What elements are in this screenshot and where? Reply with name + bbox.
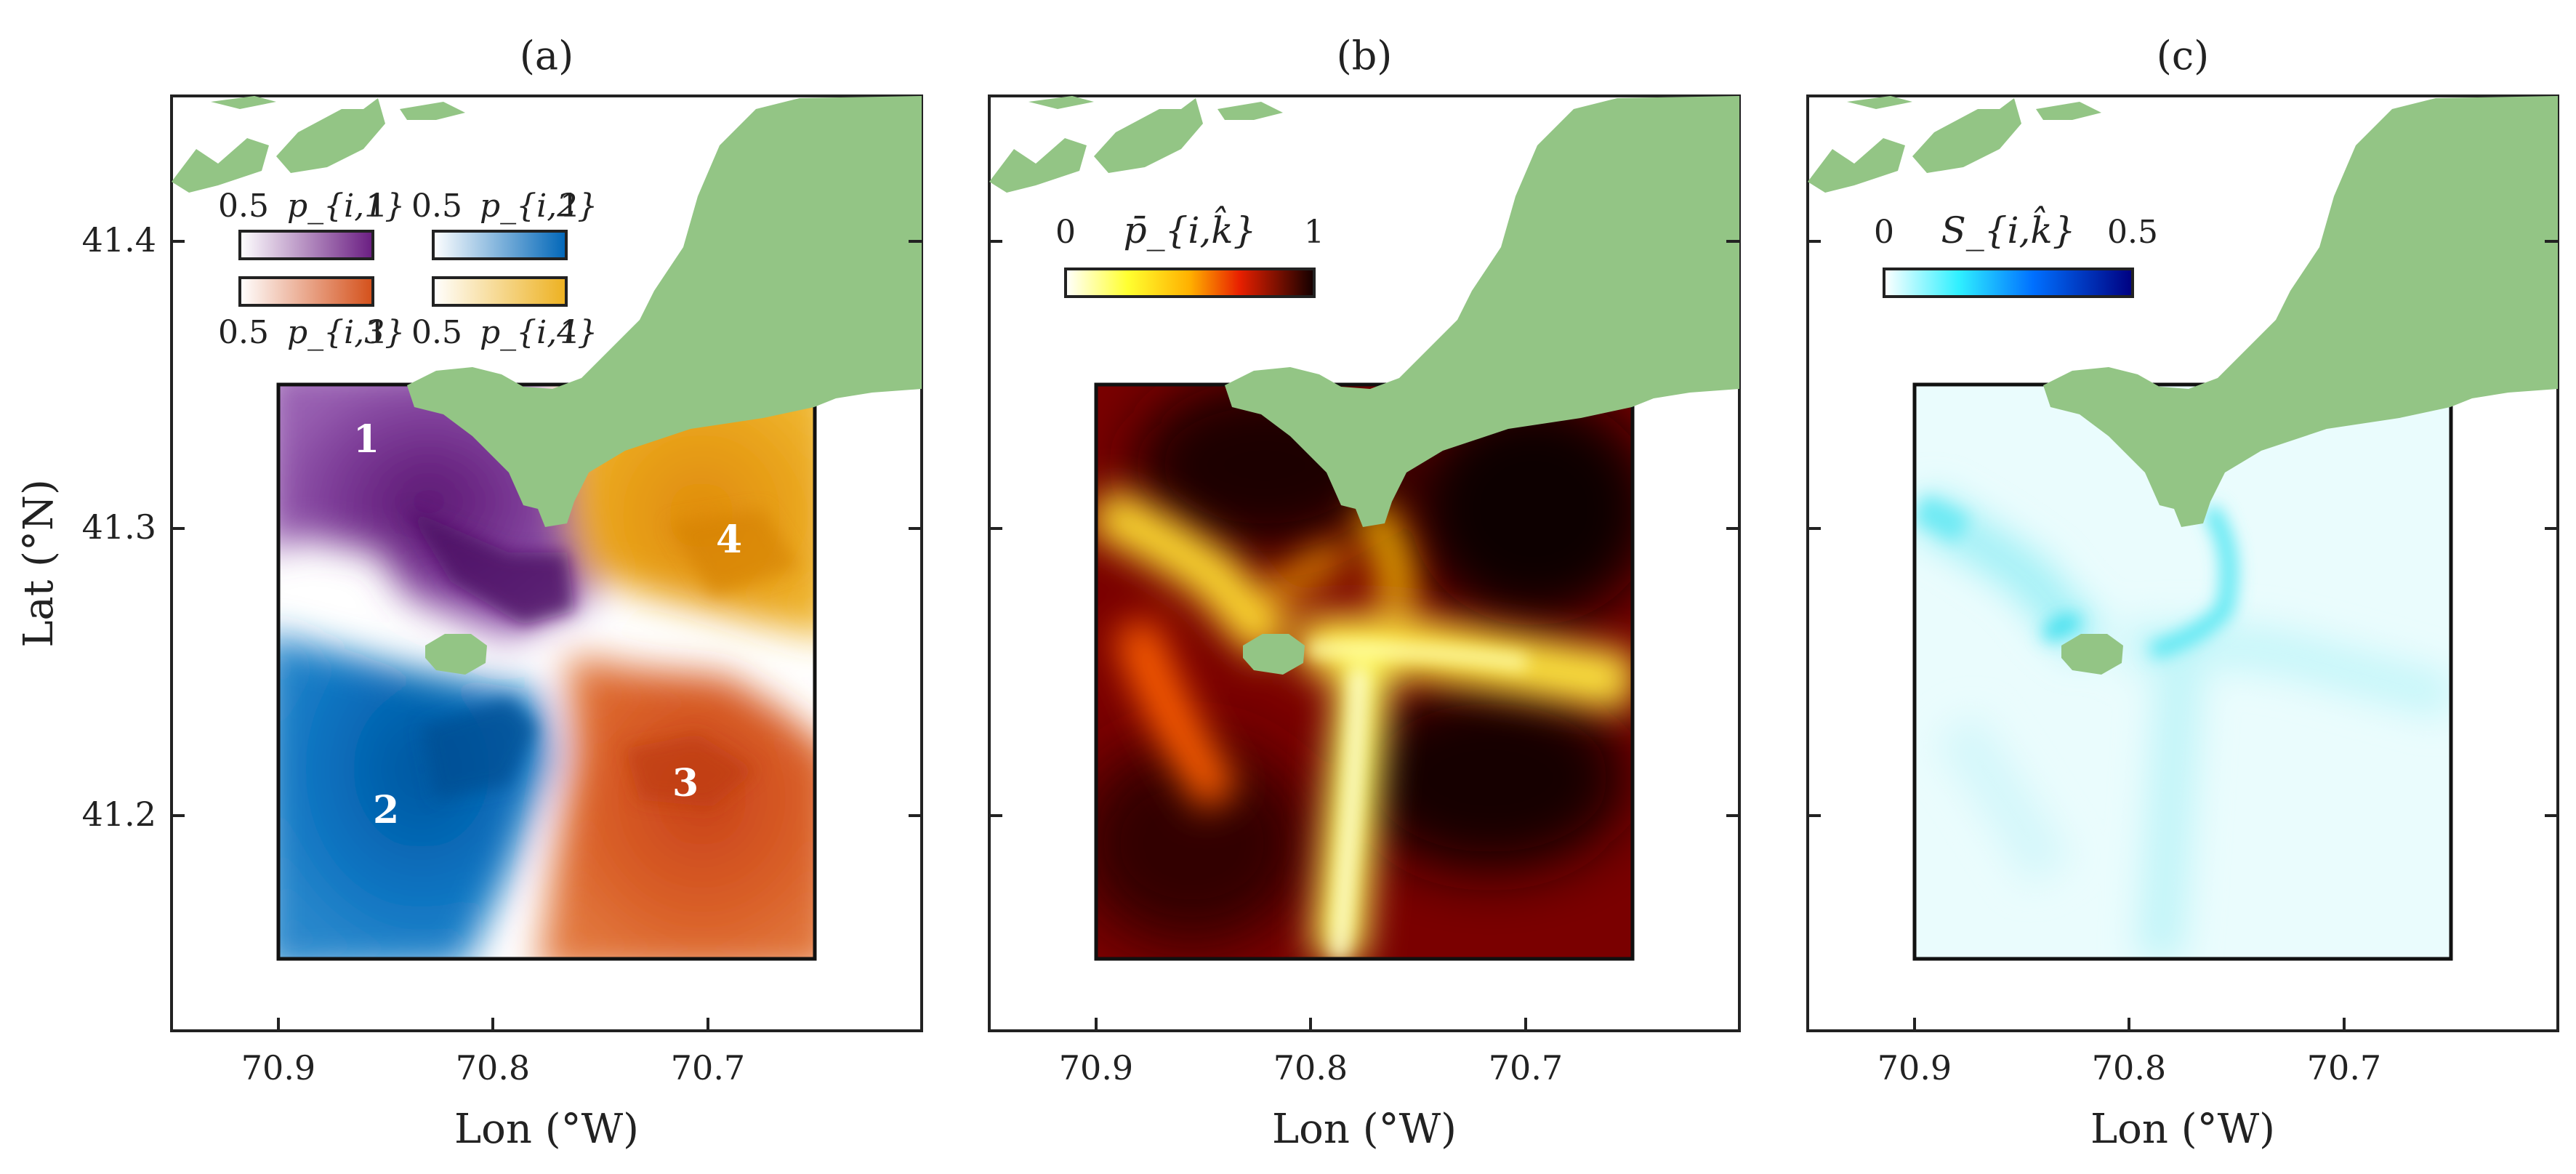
panel-b-island bbox=[1243, 634, 1305, 675]
panel-c-xtick-1: 70.8 bbox=[2092, 1048, 2166, 1087]
panel-b-land bbox=[989, 96, 1739, 675]
colorbar-p3-min: 0.5 bbox=[218, 314, 269, 351]
colorbar-p1-symbol: p_{i,1} bbox=[287, 188, 405, 225]
colorbar-p1 bbox=[238, 230, 374, 260]
colorbar-p3-symbol: p_{i,3} bbox=[287, 314, 405, 351]
panel-b-title: (b) bbox=[1337, 33, 1393, 79]
panel-a-region-labels: 1 2 3 4 bbox=[353, 417, 742, 832]
panel-b-xlabel: Lon (°W) bbox=[1272, 1106, 1457, 1153]
panel-a-title: (a) bbox=[520, 33, 573, 79]
panel-c-xlabel: Lon (°W) bbox=[2090, 1106, 2275, 1153]
colorbar-p2 bbox=[432, 230, 568, 260]
panel-c-title: (c) bbox=[2157, 33, 2209, 79]
panel-b-xtick-2: 70.7 bbox=[1489, 1048, 1563, 1087]
panel-c-colorbar-max: 0.5 bbox=[2107, 214, 2158, 251]
panel-a-ticks bbox=[172, 240, 922, 1031]
panel-a-xtick-0: 70.9 bbox=[241, 1048, 315, 1087]
region-label-1: 1 bbox=[353, 417, 379, 462]
panel-c-colorbar-symbol: S_{i,k̂} bbox=[1941, 205, 2075, 252]
panel-a-domain-box bbox=[276, 382, 817, 961]
region-label-2: 2 bbox=[373, 788, 399, 832]
panel-b-xtick-1: 70.8 bbox=[1273, 1048, 1348, 1087]
colorbar-p2-symbol: p_{i,2} bbox=[480, 188, 597, 225]
colorbar-p1-max: 1 bbox=[367, 188, 387, 225]
panel-a-xlabel: Lon (°W) bbox=[454, 1106, 639, 1153]
colorbar-p3 bbox=[238, 276, 374, 307]
colorbar-p4-min: 0.5 bbox=[411, 314, 462, 351]
panel-a: 0.5 p_{i,1} 1 0.5 p_{i,2} 1 0.5 p_{i,3} … bbox=[15, 33, 923, 1153]
panel-b-colorbar-symbol: p̄_{i,k̂} bbox=[1124, 205, 1257, 252]
colorbar-p2-max: 1 bbox=[560, 188, 580, 225]
panel-a-xtick-1: 70.8 bbox=[456, 1048, 530, 1087]
panel-a-land bbox=[172, 96, 922, 675]
panel-a-colorbars: 0.5 p_{i,1} 1 0.5 p_{i,2} 1 0.5 p_{i,3} … bbox=[218, 188, 597, 351]
panel-c-domain-box bbox=[1912, 382, 2453, 961]
panel-b-domain-box bbox=[1094, 382, 1635, 961]
panel-c-colorbar bbox=[1883, 268, 2134, 298]
panel-b-colorbar bbox=[1064, 268, 1316, 298]
panel-a-island bbox=[425, 634, 487, 675]
panel-c-xtick-2: 70.7 bbox=[2307, 1048, 2381, 1087]
panel-a-ylabel: Lat (°N) bbox=[15, 479, 63, 648]
region-label-3: 3 bbox=[672, 761, 699, 805]
panel-b-colorbar-min: 0 bbox=[1055, 214, 1076, 251]
panel-b: 0 p̄_{i,k̂} 1 70.9 70.8 70.7 (b) Lon (°W… bbox=[988, 33, 1741, 1153]
colorbar-p3-max: 1 bbox=[367, 314, 387, 351]
region-label-4: 4 bbox=[716, 518, 742, 562]
panel-c: 0 S_{i,k̂} 0.5 70.9 70.8 70.7 (c) Lon (°… bbox=[1806, 33, 2559, 1153]
colorbar-p4-max: 1 bbox=[560, 314, 580, 351]
panel-c-island bbox=[2061, 634, 2123, 675]
region-3-fill bbox=[540, 654, 815, 959]
colorbar-p4-symbol: p_{i,4} bbox=[480, 314, 597, 351]
panel-c-land bbox=[1808, 96, 2558, 675]
panel-c-colorbar-min: 0 bbox=[1874, 214, 1894, 251]
panel-c-ticks bbox=[1808, 240, 2558, 1031]
panel-c-xtick-0: 70.9 bbox=[1877, 1048, 1952, 1087]
colorbar-p1-min: 0.5 bbox=[218, 188, 269, 225]
panel-b-xtick-0: 70.9 bbox=[1059, 1048, 1133, 1087]
panel-a-ytick-0: 41.2 bbox=[82, 795, 156, 834]
colorbar-p2-min: 0.5 bbox=[411, 188, 462, 225]
panel-a-ytick-1: 41.3 bbox=[82, 507, 156, 547]
panel-a-xtick-2: 70.7 bbox=[671, 1048, 745, 1087]
panel-b-colorbar-max: 1 bbox=[1304, 214, 1324, 251]
panel-b-ticks bbox=[989, 240, 1739, 1031]
panel-a-ytick-2: 41.4 bbox=[82, 220, 156, 260]
colorbar-p4 bbox=[432, 276, 568, 307]
